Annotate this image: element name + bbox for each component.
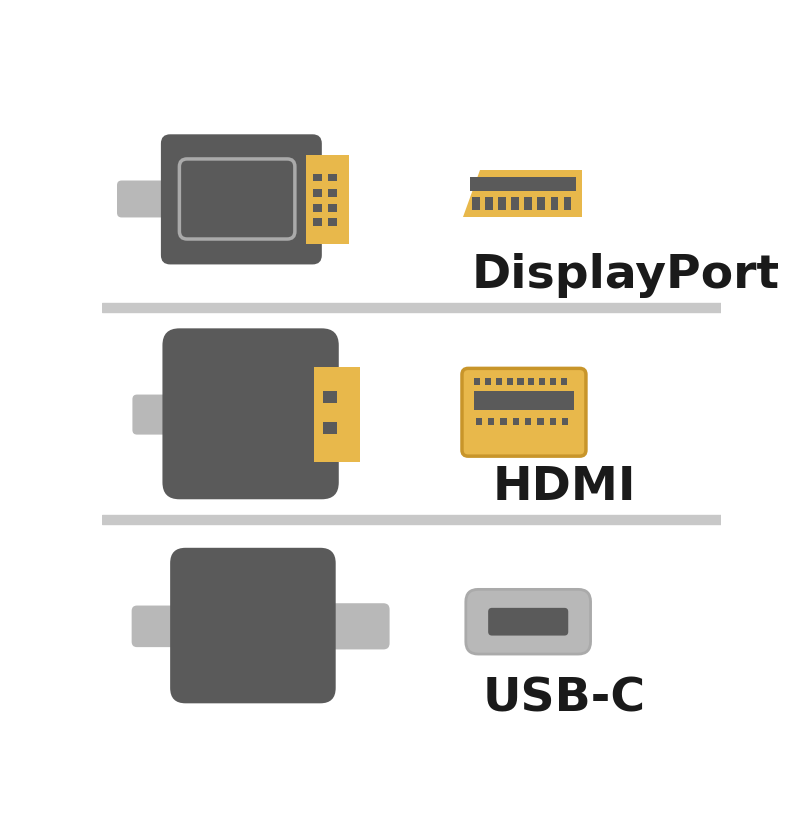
Bar	[506, 378, 512, 386]
FancyBboxPatch shape	[488, 608, 568, 635]
Bar	[323, 391, 337, 403]
FancyBboxPatch shape	[160, 134, 322, 265]
Bar	[327, 189, 337, 197]
Polygon shape	[462, 170, 581, 218]
FancyBboxPatch shape	[132, 606, 212, 647]
Bar	[484, 378, 491, 386]
Bar	[512, 418, 518, 424]
Bar	[537, 418, 543, 424]
FancyBboxPatch shape	[292, 603, 389, 649]
Bar	[327, 218, 337, 226]
Bar	[476, 418, 481, 424]
Bar	[312, 218, 322, 226]
Bar	[103, 515, 720, 524]
Bar	[484, 198, 492, 210]
Bar	[103, 303, 720, 312]
Bar	[528, 378, 533, 386]
FancyBboxPatch shape	[117, 180, 192, 218]
Polygon shape	[314, 367, 360, 462]
FancyBboxPatch shape	[162, 328, 338, 499]
Bar	[511, 198, 518, 210]
FancyBboxPatch shape	[461, 368, 585, 456]
Bar	[549, 418, 555, 424]
FancyBboxPatch shape	[470, 177, 575, 191]
Bar	[474, 378, 480, 386]
Bar	[327, 204, 337, 212]
Bar	[525, 418, 531, 424]
Bar	[312, 204, 322, 212]
Bar	[312, 189, 322, 197]
Bar	[472, 198, 479, 210]
Bar	[537, 198, 545, 210]
Bar	[563, 198, 570, 210]
Text: DisplayPort: DisplayPort	[472, 254, 779, 298]
Bar	[306, 155, 348, 244]
FancyBboxPatch shape	[132, 395, 203, 434]
Text: USB-C: USB-C	[482, 677, 645, 722]
Bar	[488, 418, 494, 424]
Bar	[496, 378, 501, 386]
Bar	[550, 198, 557, 210]
Text: HDMI: HDMI	[492, 466, 635, 510]
Bar	[323, 422, 337, 433]
Bar	[516, 378, 523, 386]
Bar	[524, 198, 532, 210]
FancyBboxPatch shape	[465, 589, 589, 654]
Bar	[538, 378, 545, 386]
Bar	[497, 198, 505, 210]
Bar	[560, 378, 566, 386]
Bar	[474, 391, 573, 410]
Bar	[549, 378, 555, 386]
FancyBboxPatch shape	[170, 548, 335, 704]
Bar	[561, 418, 568, 424]
Bar	[327, 174, 337, 181]
Bar	[312, 174, 322, 181]
Bar	[500, 418, 506, 424]
